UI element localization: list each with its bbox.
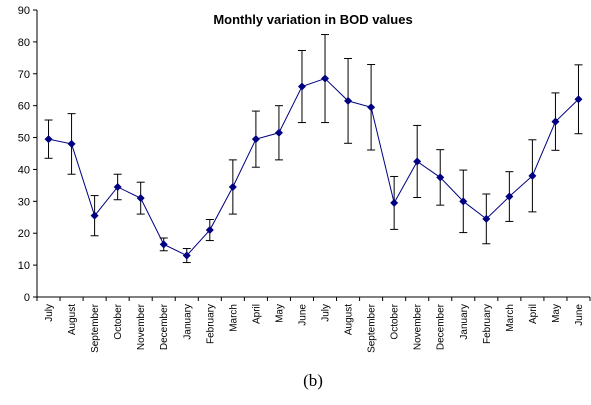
- y-tick-label: 10: [18, 260, 30, 272]
- x-tick-label: March: [505, 304, 516, 332]
- chart-title: Monthly variation in BOD values: [213, 12, 412, 27]
- x-tick-label: April: [251, 304, 262, 324]
- y-tick-label: 80: [18, 37, 30, 49]
- x-tick-label: May: [274, 304, 285, 323]
- x-tick-label: August: [344, 304, 355, 335]
- x-tick-label: December: [436, 303, 447, 350]
- marker: [390, 198, 399, 207]
- marker: [528, 171, 537, 180]
- marker: [159, 240, 168, 249]
- x-tick-label: September: [90, 303, 101, 353]
- x-tick-label: July: [321, 304, 332, 322]
- marker: [574, 95, 583, 104]
- marker: [344, 96, 353, 105]
- y-tick-label: 0: [24, 292, 30, 304]
- marker: [182, 251, 191, 260]
- x-tick-label: January: [459, 304, 470, 340]
- marker: [90, 211, 99, 220]
- marker: [321, 74, 330, 83]
- marker: [44, 135, 53, 144]
- x-tick-label: October: [390, 303, 401, 339]
- data-line: [48, 77, 579, 257]
- x-tick-label: November: [413, 303, 424, 350]
- marker: [436, 173, 445, 182]
- marker: [205, 226, 214, 235]
- x-tick-label: August: [67, 304, 78, 335]
- marker: [136, 194, 145, 203]
- marker: [274, 128, 283, 137]
- marker: [67, 139, 76, 148]
- x-tick-label: January: [182, 304, 193, 340]
- x-tick-label: May: [551, 304, 562, 323]
- marker: [551, 117, 560, 126]
- x-tick-label: July: [44, 304, 55, 322]
- y-tick-label: 30: [18, 196, 30, 208]
- x-tick-label: September: [367, 303, 378, 353]
- caption: (b): [303, 371, 323, 390]
- y-tick-label: 70: [18, 69, 30, 81]
- y-tick-label: 60: [18, 101, 30, 113]
- x-tick-label: April: [528, 304, 539, 324]
- x-tick-label: December: [159, 303, 170, 350]
- marker: [367, 103, 376, 112]
- marker: [297, 82, 306, 91]
- x-tick-label: June: [297, 304, 308, 326]
- y-tick-label: 50: [18, 133, 30, 145]
- x-tick-label: October: [113, 303, 124, 339]
- marker: [228, 182, 237, 191]
- marker: [413, 157, 422, 166]
- y-tick-label: 40: [18, 164, 30, 176]
- y-tick-label: 20: [18, 228, 30, 240]
- marker: [251, 135, 260, 144]
- x-tick-label: February: [205, 304, 216, 344]
- x-tick-label: March: [228, 304, 239, 332]
- x-tick-label: June: [574, 304, 585, 326]
- marker: [505, 192, 514, 201]
- x-tick-label: November: [136, 303, 147, 350]
- marker: [113, 182, 122, 191]
- marker: [459, 197, 468, 206]
- y-tick-label: 90: [18, 5, 30, 17]
- x-tick-label: February: [482, 304, 493, 344]
- marker: [482, 214, 491, 223]
